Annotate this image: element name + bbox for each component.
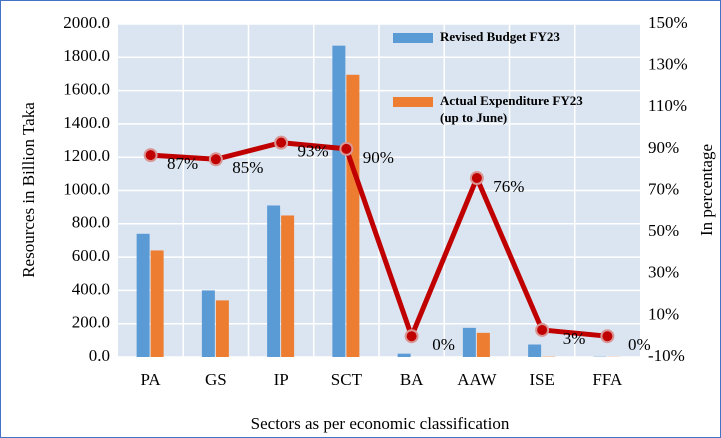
data-label: 90% bbox=[363, 148, 394, 167]
x-tick-label: SCT bbox=[331, 370, 363, 389]
y-tick-label: 200.0 bbox=[72, 313, 110, 332]
data-label: 87% bbox=[167, 154, 198, 173]
data-label: 76% bbox=[493, 177, 524, 196]
data-label: 0% bbox=[628, 335, 651, 354]
legend-swatch bbox=[393, 33, 433, 43]
y2-tick-label: 110% bbox=[648, 96, 687, 115]
x-tick-label: BA bbox=[400, 370, 424, 389]
x-tick-label: GS bbox=[205, 370, 227, 389]
x-tick-label: PA bbox=[141, 370, 162, 389]
y-tick-label: 1400.0 bbox=[63, 113, 110, 132]
x-tick-label: AAW bbox=[457, 370, 497, 389]
y2-tick-label: -10% bbox=[648, 346, 685, 365]
bar bbox=[267, 205, 281, 357]
bar bbox=[346, 74, 360, 357]
y-tick-label: 400.0 bbox=[72, 279, 110, 298]
x-tick-label: IP bbox=[274, 370, 289, 389]
line-marker bbox=[469, 171, 484, 186]
y-tick-label: 1600.0 bbox=[63, 80, 110, 99]
bar bbox=[201, 290, 215, 357]
y-tick-label: 1200.0 bbox=[63, 146, 110, 165]
bar bbox=[281, 215, 295, 357]
x-tick-label: ISE bbox=[529, 370, 555, 389]
bar bbox=[215, 300, 229, 357]
legend-label: Actual Expenditure FY23 (up to June) bbox=[440, 93, 583, 125]
line-marker bbox=[339, 141, 354, 156]
legend-swatch bbox=[393, 97, 433, 107]
line-marker bbox=[600, 329, 615, 344]
bar bbox=[528, 344, 542, 357]
bar bbox=[397, 353, 411, 357]
data-label: 3% bbox=[563, 329, 586, 348]
bar bbox=[136, 233, 150, 357]
line-marker bbox=[535, 322, 550, 337]
y-tick-label: 1800.0 bbox=[63, 46, 110, 65]
line-marker bbox=[208, 152, 223, 167]
y2-axis-title: In percentage bbox=[697, 144, 716, 236]
y2-tick-label: 50% bbox=[648, 221, 679, 240]
line-marker bbox=[143, 148, 158, 163]
y2-tick-label: 10% bbox=[648, 304, 679, 323]
y2-tick-label: 150% bbox=[648, 13, 688, 32]
x-axis-title: Sectors as per economic classification bbox=[251, 414, 510, 433]
line-marker bbox=[274, 135, 289, 150]
y-axis-title: Resources in Billion Taka bbox=[19, 102, 38, 278]
bar bbox=[476, 332, 490, 357]
y-tick-label: 2000.0 bbox=[63, 13, 110, 32]
y2-tick-label: 30% bbox=[648, 263, 679, 282]
bar bbox=[462, 327, 476, 357]
y2-tick-label: 70% bbox=[648, 179, 679, 198]
legend-label: Revised Budget FY23 bbox=[440, 29, 560, 44]
bar bbox=[150, 250, 164, 357]
x-tick-label: FFA bbox=[592, 370, 623, 389]
line-marker bbox=[404, 329, 419, 344]
y-tick-label: 1000.0 bbox=[63, 179, 110, 198]
y-tick-label: 0.0 bbox=[89, 346, 110, 365]
y-tick-label: 800.0 bbox=[72, 213, 110, 232]
y-tick-label: 600.0 bbox=[72, 246, 110, 265]
data-label: 93% bbox=[298, 142, 329, 161]
line bbox=[150, 140, 608, 344]
data-label: 0% bbox=[432, 335, 455, 354]
y2-tick-label: 130% bbox=[648, 55, 688, 74]
bar bbox=[332, 45, 346, 358]
data-label: 85% bbox=[232, 158, 263, 177]
y2-tick-label: 90% bbox=[648, 138, 679, 157]
